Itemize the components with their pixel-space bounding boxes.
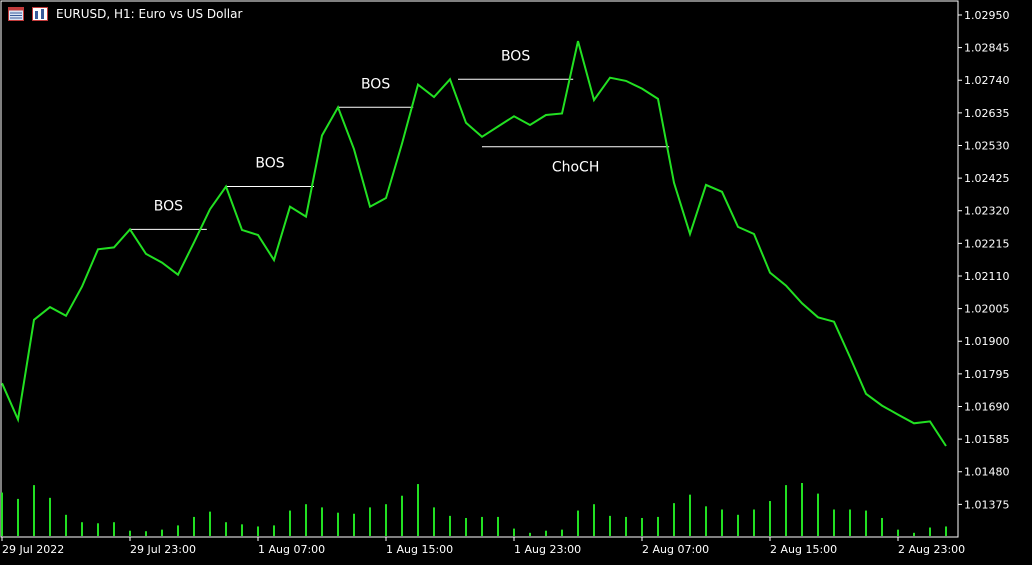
price-tick-label: 1.02320 xyxy=(964,205,1010,218)
time-axis[interactable]: 29 Jul 2022 29 Jul 23:00 1 Aug 07:00 1 Aug … xyxy=(1,537,965,556)
time-tick-label: 29 Jul 23:00 xyxy=(130,543,196,556)
price-tick-label: 1.01795 xyxy=(964,368,1010,381)
price-line[interactable] xyxy=(1,40,947,447)
chart-header: EURUSD, H1: Euro vs US Dollar xyxy=(8,5,242,23)
price-tick-label: 1.02845 xyxy=(964,42,1010,55)
time-tick-label: 1 Aug 07:00 xyxy=(258,543,325,556)
annotation-label: BOS xyxy=(255,156,284,172)
time-tick-label: 2 Aug 15:00 xyxy=(770,543,837,556)
symbol-title: EURUSD, H1: Euro vs US Dollar xyxy=(56,7,243,21)
price-tick-label: 1.01375 xyxy=(964,498,1010,511)
price-tick-label: 1.01585 xyxy=(964,433,1010,446)
annotation-label: BOS xyxy=(361,76,390,92)
structure-annotations: BOS BOS BOS BOS ChoCH xyxy=(130,48,670,230)
annotation-label: ChoCH xyxy=(552,160,600,176)
price-axis[interactable]: 1.02950 1.02845 1.02740 1.02635 1.02530 1.024… xyxy=(958,9,1010,511)
chart-properties-icon[interactable] xyxy=(8,7,24,21)
annotation-label: BOS xyxy=(501,48,530,64)
time-tick-label: 2 Aug 07:00 xyxy=(642,543,709,556)
price-tick-label: 1.01900 xyxy=(964,335,1010,348)
plot-border xyxy=(0,0,959,538)
price-tick-label: 1.02530 xyxy=(964,139,1010,152)
volume-histogram xyxy=(1,483,947,536)
price-tick-label: 1.02110 xyxy=(964,270,1010,283)
price-tick-label: 1.02215 xyxy=(964,237,1010,250)
chart-period-icon[interactable] xyxy=(32,7,48,21)
time-tick-label: 2 Aug 23:00 xyxy=(898,543,965,556)
price-tick-label: 1.02005 xyxy=(964,303,1010,316)
price-tick-label: 1.02425 xyxy=(964,172,1010,185)
price-tick-label: 1.01690 xyxy=(964,400,1010,413)
time-tick-label: 1 Aug 23:00 xyxy=(514,543,581,556)
price-tick-label: 1.02950 xyxy=(964,9,1010,22)
price-tick-label: 1.01480 xyxy=(964,466,1010,479)
price-tick-label: 1.02740 xyxy=(964,74,1010,87)
price-tick-label: 1.02635 xyxy=(964,107,1010,120)
time-tick-label: 1 Aug 15:00 xyxy=(386,543,453,556)
time-tick-label: 29 Jul 2022 xyxy=(2,543,64,556)
annotation-label: BOS xyxy=(154,198,183,214)
